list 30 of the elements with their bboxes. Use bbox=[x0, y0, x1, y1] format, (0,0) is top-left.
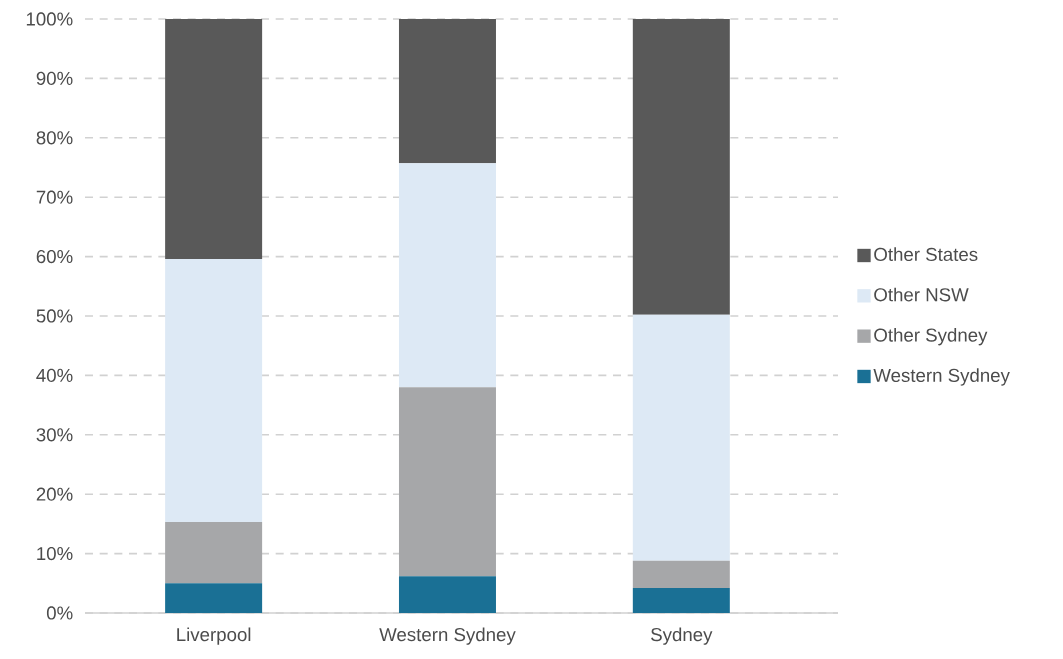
y-tick-label: 60% bbox=[36, 249, 73, 264]
bar bbox=[398, 576, 496, 613]
bar bbox=[165, 18, 263, 259]
y-tick-label: 30% bbox=[36, 428, 73, 442]
y-tick-label: 10% bbox=[37, 546, 73, 561]
y-tick-label: 90% bbox=[36, 71, 73, 85]
legend-label: Western Sydney bbox=[873, 368, 1010, 386]
bar bbox=[165, 522, 263, 584]
y-tick-label: 50% bbox=[36, 309, 73, 323]
bar bbox=[165, 583, 263, 613]
legend-label: Other Sydney bbox=[874, 327, 988, 346]
x-tick-label: Sydney bbox=[651, 627, 713, 645]
x-tick-label: Liverpool bbox=[177, 627, 251, 645]
legend-label: Other NSW bbox=[874, 287, 969, 302]
y-tick-label: 70% bbox=[36, 190, 73, 204]
bar bbox=[398, 163, 496, 388]
bar bbox=[632, 588, 730, 613]
y-tick-label: 0% bbox=[46, 606, 73, 620]
x-tick-label: Western Sydney bbox=[379, 627, 516, 645]
y-tick-label: 40% bbox=[36, 368, 73, 382]
bar bbox=[398, 18, 496, 164]
legend-label: Other States bbox=[874, 247, 978, 262]
y-tick-label: 20% bbox=[36, 487, 73, 501]
bar bbox=[398, 387, 496, 577]
bar bbox=[165, 258, 263, 523]
bar bbox=[632, 18, 730, 315]
bar bbox=[632, 314, 730, 561]
bar bbox=[632, 560, 730, 589]
y-tick-label: 100% bbox=[26, 12, 73, 26]
y-tick-label: 80% bbox=[36, 131, 73, 145]
